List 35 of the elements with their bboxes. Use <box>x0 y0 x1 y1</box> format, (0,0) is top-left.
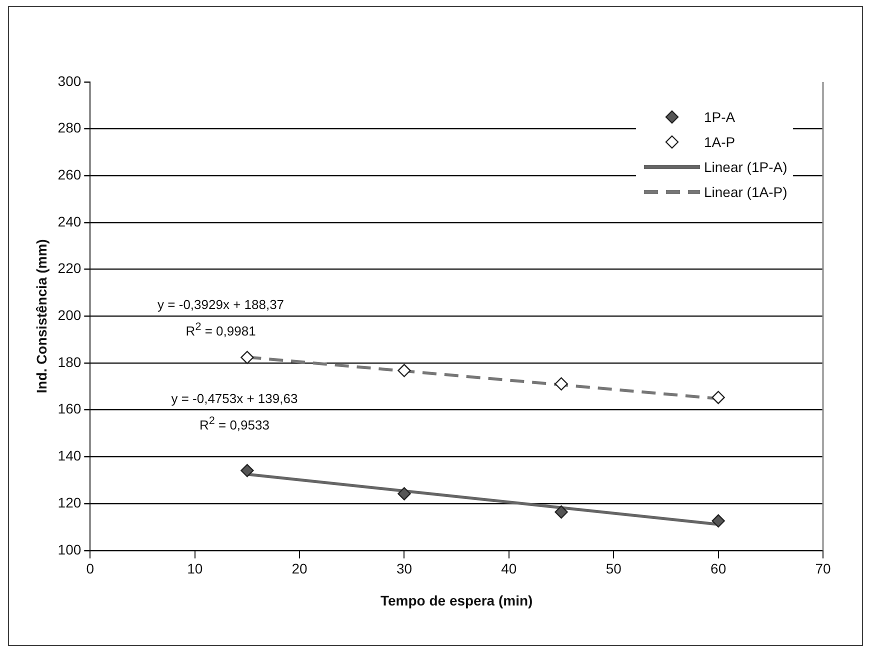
point <box>240 350 254 364</box>
annotation: y = -0,4753x + 139,63 R$^{2}$ = 0,9533 <box>170 390 299 434</box>
point <box>398 364 411 378</box>
point <box>398 487 411 500</box>
y-tick-label: 240 <box>58 213 82 230</box>
y-tick-label: 120 <box>58 494 82 510</box>
y-tick-label: 220 <box>58 260 82 276</box>
y-tick-label: 160 <box>58 400 82 417</box>
x-tick-label: 30 <box>396 560 412 577</box>
point <box>712 390 725 404</box>
x-tick-label: 70 <box>815 560 831 577</box>
legend-label: 1A-P <box>704 134 736 150</box>
y-axis-title: Ind. Consistência (mm) <box>33 239 50 394</box>
x-axis-title: Tempo de espera (min) <box>380 592 533 608</box>
point <box>554 377 568 390</box>
x-tick-label: 20 <box>292 560 308 577</box>
annotation: y = -0,3929x + 188,37 R$^{2}$ = 0,9981 <box>156 296 286 341</box>
y-tick-label: 140 <box>58 448 82 464</box>
y-tick-label: 300 <box>58 72 82 89</box>
y-tick-label: 200 <box>58 307 82 324</box>
point <box>712 514 725 528</box>
x-tick-label: 40 <box>501 560 517 577</box>
legend-label: Linear (1P-A) <box>704 158 788 174</box>
point <box>554 505 568 519</box>
x-tick-label: 0 <box>86 560 94 577</box>
x-tick-label: 60 <box>710 560 726 577</box>
point <box>240 464 254 478</box>
y-tick-label: 260 <box>58 166 82 183</box>
legend-label: 1P-A <box>704 108 736 124</box>
y-tick-label: 180 <box>58 354 82 370</box>
y-tick-label: 100 <box>58 541 82 558</box>
x-tick-label: 50 <box>606 560 622 577</box>
y-tick-label: 280 <box>58 120 82 136</box>
legend-label: Linear (1A-P) <box>704 184 788 200</box>
x-tick-label: 10 <box>187 560 203 577</box>
